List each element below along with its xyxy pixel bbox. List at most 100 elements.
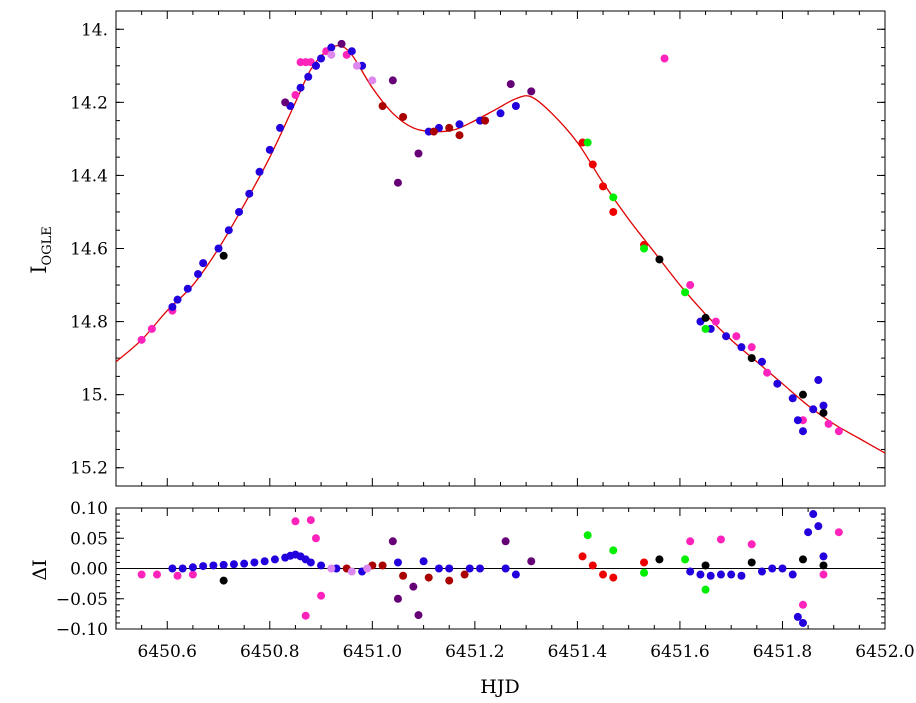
x-tick-label: 6451.0: [343, 642, 402, 662]
data-point: [414, 149, 423, 158]
residual-point: [716, 570, 725, 579]
residual-point: [809, 510, 818, 519]
residual-point: [393, 594, 402, 603]
residual-point: [819, 561, 828, 570]
residual-point: [419, 557, 428, 566]
data-point: [199, 259, 208, 268]
residual-point: [511, 570, 520, 579]
data-point: [304, 72, 313, 81]
residual-point: [291, 517, 300, 526]
x-tick-label: 6450.8: [240, 642, 299, 662]
data-point: [137, 335, 146, 344]
residual-point: [588, 561, 597, 570]
residual-point: [788, 570, 797, 579]
data-point: [317, 54, 326, 63]
bottom-y-tick-label: 0.05: [70, 529, 108, 549]
residual-point: [445, 564, 454, 573]
data-point: [168, 302, 177, 311]
residual-point: [311, 534, 320, 543]
data-point: [609, 207, 618, 216]
bottom-y-tick-label: −0.05: [56, 590, 108, 610]
x-axis-label: HJD: [480, 676, 519, 698]
residual-point: [250, 558, 259, 567]
data-point: [788, 394, 797, 403]
residual-point: [696, 570, 705, 579]
data-point: [793, 416, 802, 425]
data-point: [722, 332, 731, 341]
residual-point: [317, 591, 326, 600]
residual-data-points: [137, 510, 843, 627]
top-y-tick-label: 14.: [81, 20, 108, 40]
residual-point: [747, 540, 756, 549]
data-point: [763, 368, 772, 377]
top-y-axis-label: IOGLE: [27, 226, 55, 273]
bottom-y-axis-label: ΔI: [29, 559, 51, 580]
data-point: [757, 357, 766, 366]
top-y-tick-label: 15.: [81, 386, 108, 406]
x-tick-label: 6451.6: [650, 642, 709, 662]
top-panel: 14. 14.2 14.4 14.6 14.8 15. 15.2 IOGLE: [27, 10, 886, 487]
data-point: [429, 127, 438, 136]
residual-point: [814, 522, 823, 531]
top-y-tick-label: 15.2: [70, 459, 108, 479]
residual-point: [798, 600, 807, 609]
data-point: [276, 123, 285, 132]
residual-point: [363, 564, 372, 573]
residual-point: [686, 567, 695, 576]
residual-point: [153, 570, 162, 579]
residual-point: [819, 570, 828, 579]
residual-point: [757, 567, 766, 576]
data-point: [337, 39, 346, 48]
x-tick-label: 6451.4: [548, 642, 607, 662]
data-point: [588, 160, 597, 169]
data-point: [527, 87, 536, 96]
data-point: [701, 313, 710, 322]
data-point: [393, 178, 402, 187]
residual-point: [737, 571, 746, 580]
data-point: [511, 102, 520, 110]
bottom-x-ticks: 6450.6 6450.8 6451.0 6451.2 6451.4 6451.6 6451…: [115, 508, 915, 662]
data-point: [311, 61, 320, 70]
bottom-y-tick-label: −0.10: [56, 620, 108, 640]
data-point: [834, 427, 843, 436]
top-data-points: [137, 39, 843, 436]
data-point: [327, 50, 336, 59]
data-point: [194, 270, 203, 279]
data-point: [506, 80, 515, 89]
residual-point: [465, 564, 474, 573]
bottom-y-ticks: 0.10 0.05 0.00 −0.05 −0.10: [56, 499, 885, 640]
data-point: [378, 102, 387, 110]
data-point: [701, 324, 710, 333]
residual-point: [747, 558, 756, 567]
residual-point: [399, 571, 408, 580]
data-point: [265, 145, 274, 154]
data-point: [455, 131, 464, 140]
residual-point: [727, 570, 736, 579]
residual-point: [270, 555, 279, 564]
residual-point: [501, 537, 510, 546]
top-y-axis-label-main: I: [27, 265, 51, 273]
residual-point: [168, 564, 177, 573]
residual-point: [393, 558, 402, 567]
data-point: [183, 284, 192, 293]
data-point: [732, 332, 741, 341]
residual-point: [178, 564, 187, 573]
residual-point: [137, 570, 146, 579]
data-point: [347, 47, 356, 56]
residual-point: [778, 564, 787, 573]
data-point: [819, 408, 828, 417]
top-panel-frame: [115, 10, 886, 487]
top-x-ticks: [115, 11, 886, 486]
top-y-tick-label: 14.8: [70, 313, 108, 333]
model-curve: [115, 44, 886, 454]
data-point: [352, 61, 361, 70]
x-tick-label: 6450.6: [138, 642, 197, 662]
residual-point: [599, 570, 608, 579]
data-point: [368, 76, 377, 85]
data-point: [245, 189, 254, 198]
x-tick-label: 6452.0: [855, 642, 914, 662]
residual-point: [188, 570, 197, 579]
data-point: [686, 281, 695, 290]
data-point: [819, 401, 828, 410]
residual-point: [317, 561, 326, 570]
